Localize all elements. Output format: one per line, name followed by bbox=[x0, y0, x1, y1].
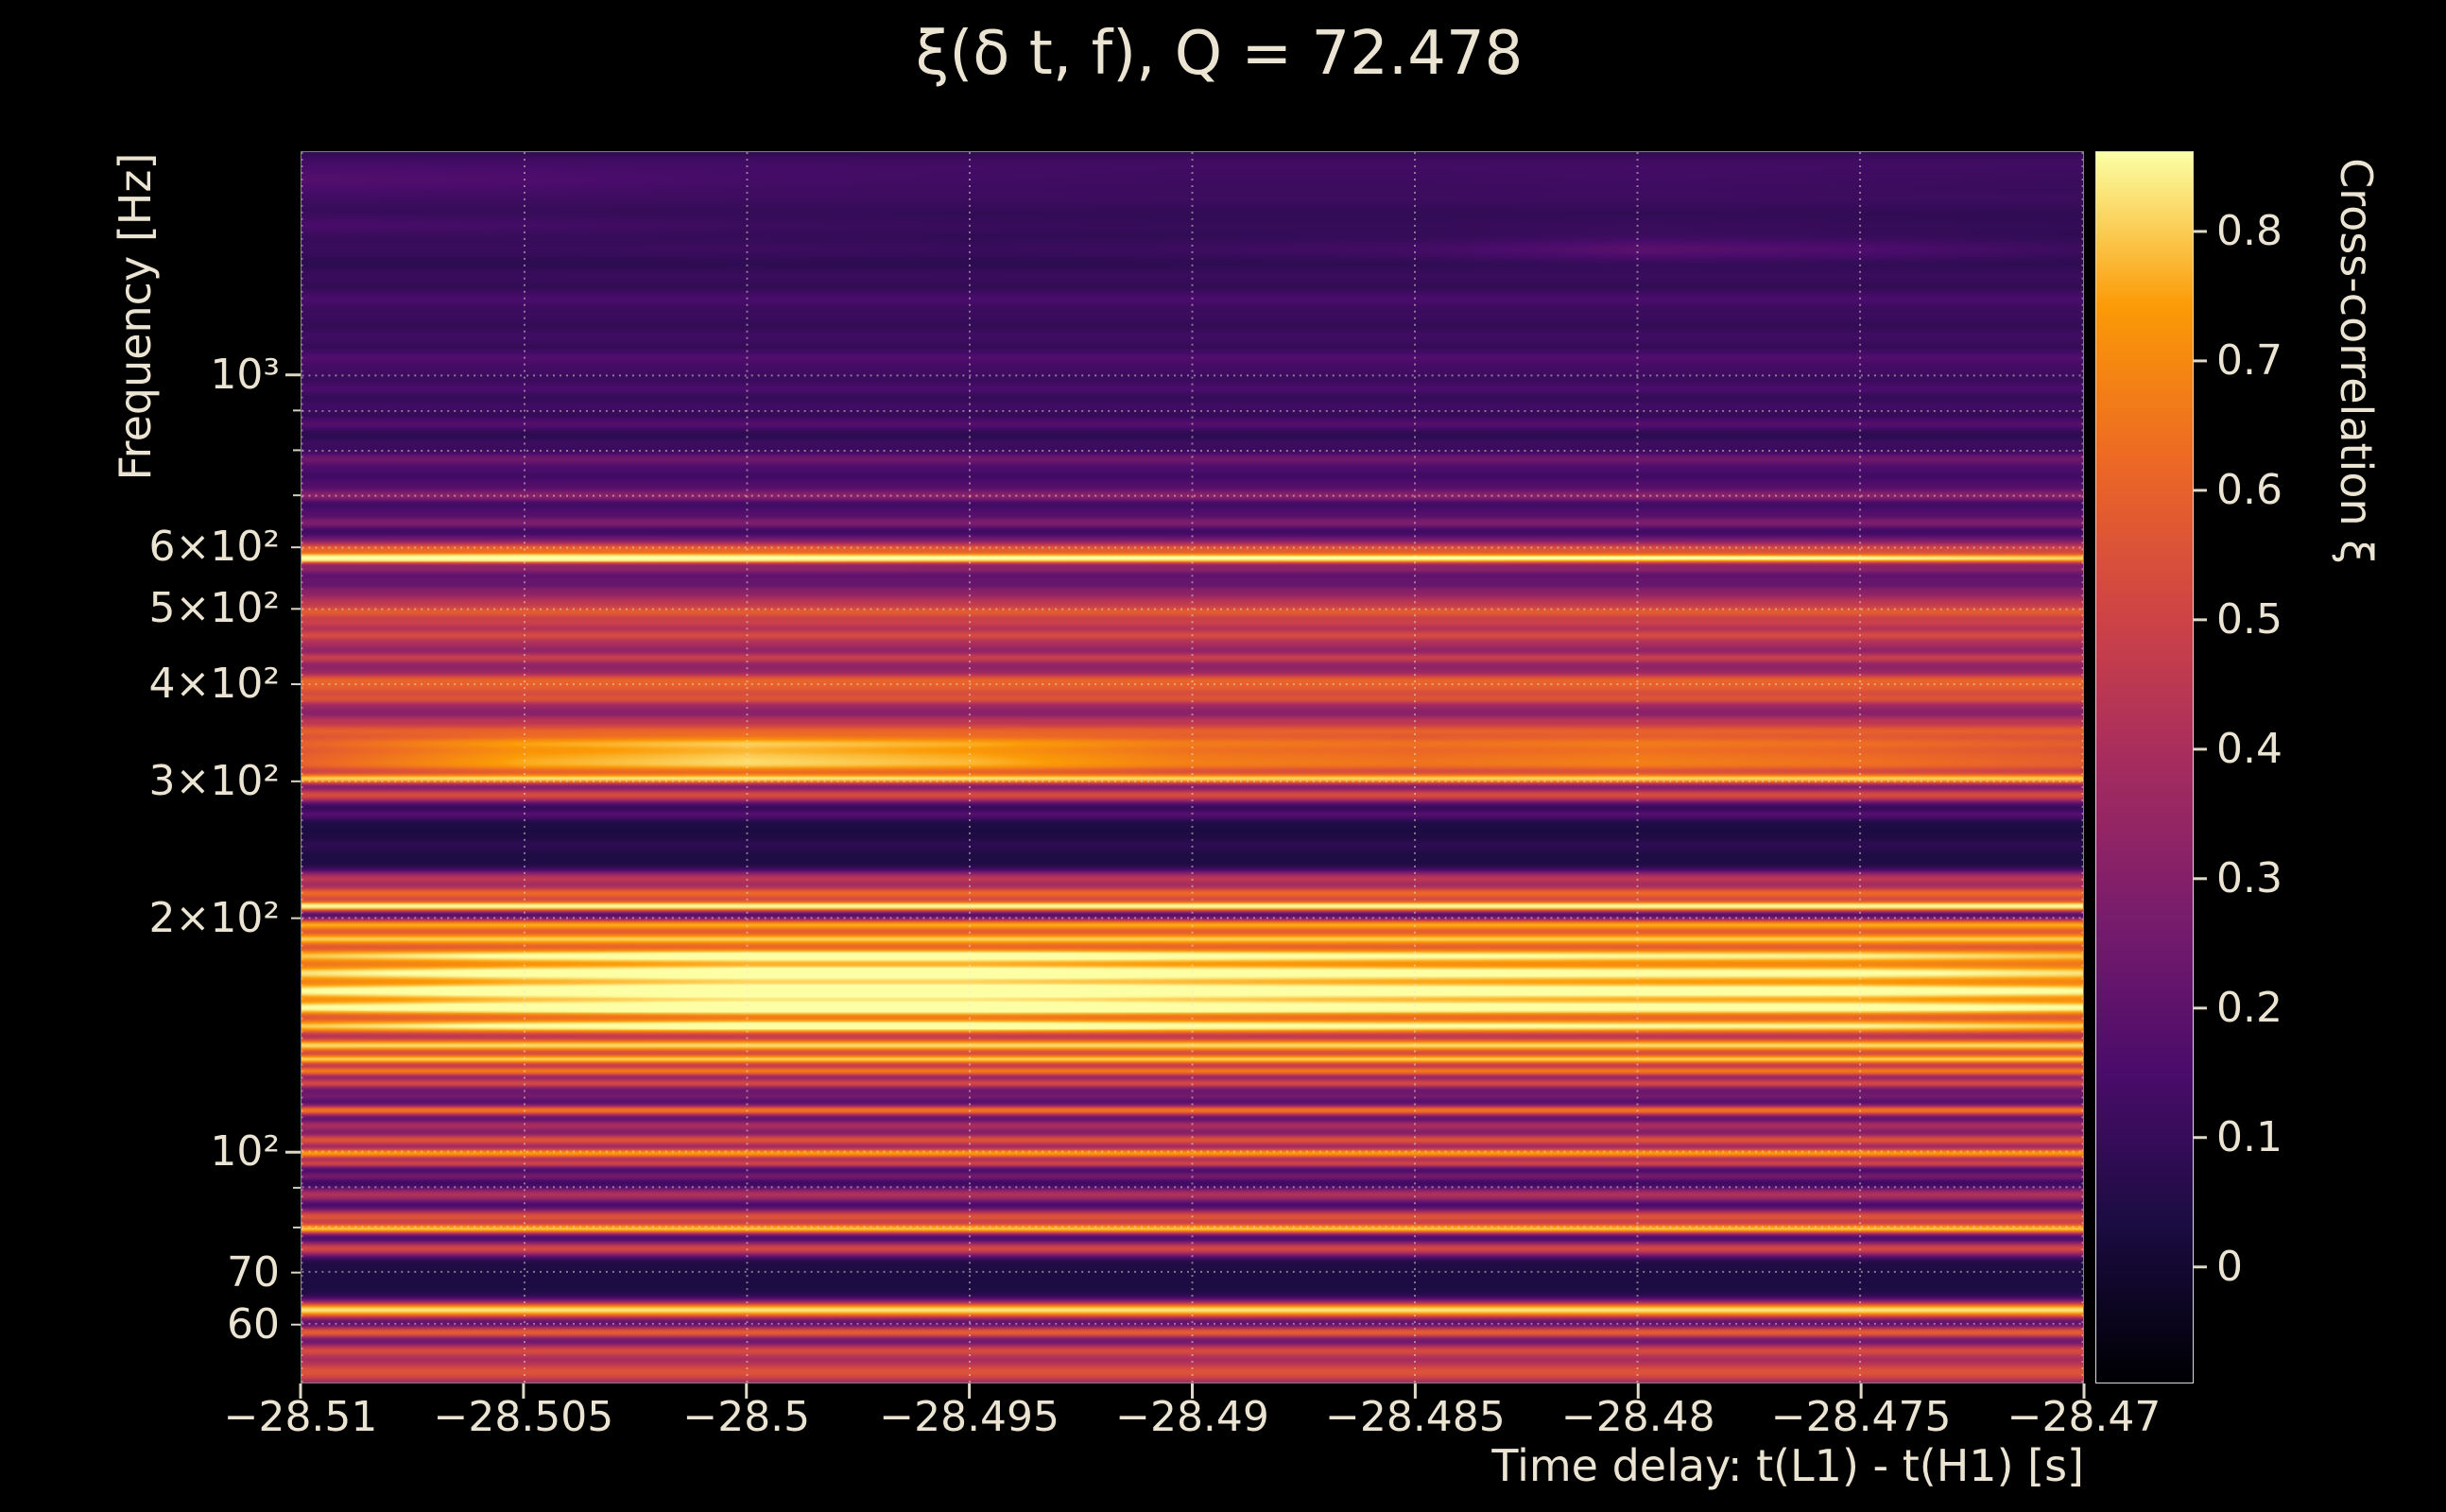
x-axis-label: Time delay: t(L1) - t(H1) [s] bbox=[1491, 1440, 2084, 1491]
y-tick-label: 2×10² bbox=[148, 893, 281, 942]
colorbar-tick-label: 0.4 bbox=[2216, 724, 2282, 773]
y-tick-label: 10³ bbox=[210, 350, 280, 399]
colorbar-tick-label: 0 bbox=[2216, 1242, 2243, 1291]
x-tick-label: −28.475 bbox=[1770, 1393, 1952, 1441]
colorbar-tick-label: 0.6 bbox=[2216, 465, 2282, 514]
x-tick-label: −28.49 bbox=[1115, 1393, 1269, 1441]
chart-title: ξ(δ t, f), Q = 72.478 bbox=[915, 19, 1524, 89]
y-tick-label: 4×10² bbox=[148, 660, 281, 709]
x-tick-label: −28.495 bbox=[879, 1393, 1060, 1441]
y-tick-label: 5×10² bbox=[148, 584, 281, 633]
plot-area bbox=[301, 151, 2084, 1383]
heatmap-canvas bbox=[301, 152, 2083, 1383]
colorbar-tick-label: 0.5 bbox=[2216, 594, 2282, 644]
y-axis-label: Frequency [Hz] bbox=[110, 152, 161, 481]
x-tick-label: −28.5 bbox=[682, 1393, 811, 1441]
colorbar-tick-label: 0.2 bbox=[2216, 983, 2282, 1032]
colorbar-tick-label: 0.7 bbox=[2216, 335, 2282, 385]
colorbar-tick-label: 0.1 bbox=[2216, 1112, 2282, 1161]
colorbar-label: Cross-correlation ξ bbox=[2331, 158, 2382, 564]
colorbar-gradient bbox=[2096, 152, 2193, 1383]
x-tick-label: −28.47 bbox=[2007, 1393, 2162, 1441]
x-tick-label: −28.51 bbox=[223, 1393, 378, 1441]
y-tick-label: 70 bbox=[227, 1247, 280, 1297]
colorbar-tick-label: 0.8 bbox=[2216, 206, 2282, 255]
x-tick-label: −28.485 bbox=[1324, 1393, 1506, 1441]
y-tick-label: 10² bbox=[210, 1127, 280, 1177]
x-tick-label: −28.48 bbox=[1560, 1393, 1715, 1441]
y-tick-label: 60 bbox=[227, 1299, 280, 1349]
colorbar-tick-label: 0.3 bbox=[2216, 853, 2282, 902]
x-tick-label: −28.505 bbox=[433, 1393, 614, 1441]
y-tick-label: 3×10² bbox=[148, 756, 281, 805]
y-tick-label: 6×10² bbox=[148, 523, 281, 572]
colorbar bbox=[2095, 151, 2194, 1383]
